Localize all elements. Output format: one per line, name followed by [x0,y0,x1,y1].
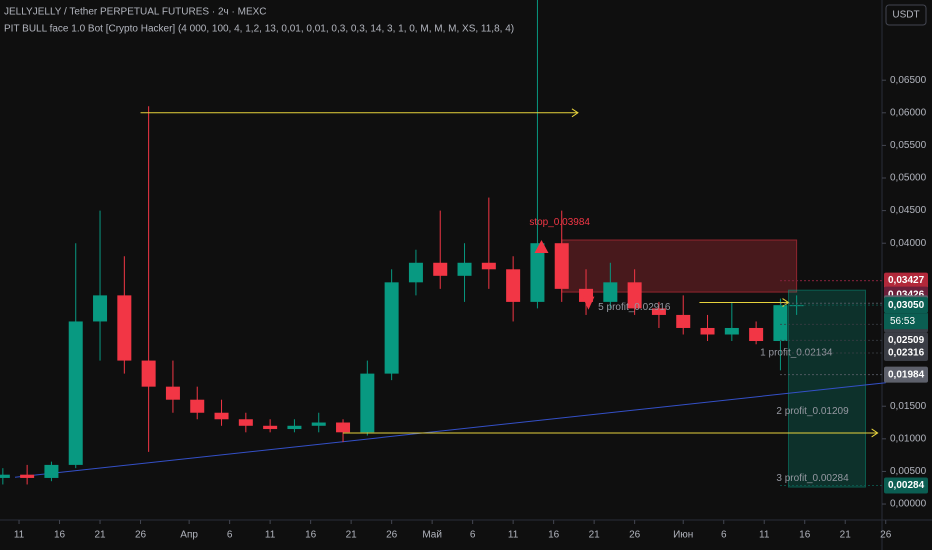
entry-marker [582,296,595,310]
candle-body [360,373,375,433]
candle-body [773,305,788,342]
y-tick-label: 0,04000 [890,238,927,249]
candle-body [506,269,521,302]
candle-body [336,422,351,433]
candle-body [190,399,205,413]
x-tick-label: 11 [14,530,25,541]
indicator-label: PIT BULL face 1.0 Bot [Crypto Hacker] (4… [4,24,514,35]
candle-body [263,425,278,430]
candle-body [408,262,423,283]
x-tick-label: 26 [135,530,147,541]
candle-body [141,360,156,387]
price-label: 0,02509 [888,335,925,346]
price-label-box [884,477,928,494]
candle-body [530,243,545,302]
x-tick-label: Май [422,530,442,541]
chart-title: JELLYJELLY / Tether PERPETUAL FUTURES · … [4,7,267,18]
y-tick-label: 0,06000 [890,107,927,118]
y-tick-label: 0,04500 [890,205,927,216]
candle-body [44,464,59,478]
currency-label[interactable]: USDT [892,10,919,21]
candle-body [603,282,618,302]
y-tick-label: 0,01500 [890,401,927,412]
annotation: 2 profit_0.01209 [776,406,849,417]
price-label: 0,00284 [888,480,925,491]
candle-body [384,282,399,374]
price-label: 0,01984 [888,369,925,380]
price-label: 0,03050 [888,300,925,311]
price-label: 0,03427 [888,275,925,286]
y-tick-label: 0,01000 [890,433,927,444]
price-label-box [884,332,928,349]
x-tick-label: 16 [799,530,811,541]
candle-body [481,262,496,270]
arrow-head [571,108,579,118]
price-label-box [884,366,928,383]
candle-body [651,308,666,315]
candle-body [0,474,10,478]
x-tick-label: 16 [54,530,66,541]
stop-marker [534,239,549,253]
x-tick-label: 6 [470,530,476,541]
x-tick-label: 26 [629,530,641,541]
x-tick-label: 26 [386,530,398,541]
y-tick-label: 0,00500 [890,466,927,477]
candle-body [554,243,569,289]
y-tick-label: 0,06500 [890,75,927,86]
x-tick-label: 21 [589,530,601,541]
arrow-head [871,428,879,438]
x-tick-label: 21 [840,530,852,541]
x-tick-label: 11 [265,530,276,541]
y-tick-label: 0,05000 [890,173,927,184]
candle-body [433,262,448,276]
zone [561,239,798,293]
price-label: 0,02316 [888,348,925,359]
x-tick-label: 16 [548,530,560,541]
candle-body [93,295,108,322]
x-tick-label: 16 [305,530,317,541]
candle-body [700,327,715,335]
price-label-box [884,272,928,289]
x-tick-label: Июн [673,530,693,541]
candle-body [117,295,132,361]
candle-body [311,422,326,426]
candle-body [238,419,253,426]
y-tick-label: 0,00000 [890,499,927,510]
x-tick-label: 6 [227,530,233,541]
price-label: 0,03426 [888,289,925,300]
x-tick-label: 6 [721,530,727,541]
price-label-box [884,297,928,314]
x-tick-label: 21 [94,530,106,541]
candle-body [68,321,83,465]
x-tick-label: 21 [346,530,358,541]
zone [788,289,866,488]
trendline [14,382,886,478]
candle-body [749,327,764,342]
x-tick-label: 26 [880,530,892,541]
candle-body [287,425,302,430]
countdown: 56:53 [890,316,915,327]
x-tick-label: 11 [759,530,770,541]
candle-body [724,327,739,335]
annotation: 3 profit_0.00284 [776,473,849,484]
candle-body [165,386,180,400]
candle-body [20,474,35,478]
x-tick-label: 11 [508,530,519,541]
candle-body [676,314,691,328]
candle-body [627,282,642,309]
price-label-box [884,345,928,362]
candle-body [457,262,472,276]
annotation: stop_0.03984 [529,217,590,228]
annotation: 5 profit_0.02916 [598,302,671,313]
x-tick-label: Апр [180,530,198,541]
candle-body [214,412,229,420]
y-tick-label: 0,05500 [890,140,927,151]
countdown-box [884,313,928,330]
currency-button[interactable] [885,4,927,26]
